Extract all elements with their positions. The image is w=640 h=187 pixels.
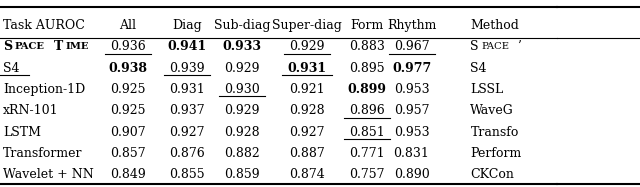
Text: Wavelet + NN: Wavelet + NN xyxy=(3,168,94,181)
Text: 0.928: 0.928 xyxy=(224,125,260,139)
Text: 0.921: 0.921 xyxy=(289,83,325,96)
Text: 0.939: 0.939 xyxy=(169,62,205,75)
Text: S4: S4 xyxy=(470,62,487,75)
Text: 0.890: 0.890 xyxy=(394,168,429,181)
Text: 0.757: 0.757 xyxy=(349,168,385,181)
Text: Transformer: Transformer xyxy=(3,147,83,160)
Text: IME: IME xyxy=(66,42,89,51)
Text: 0.967: 0.967 xyxy=(394,40,429,53)
Text: 0.929: 0.929 xyxy=(289,40,325,53)
Text: 0.876: 0.876 xyxy=(169,147,205,160)
Text: 0.927: 0.927 xyxy=(289,125,325,139)
Text: Perform: Perform xyxy=(470,147,522,160)
Text: Sub-diag: Sub-diag xyxy=(214,19,270,32)
Text: 0.931: 0.931 xyxy=(287,62,327,75)
Text: All: All xyxy=(120,19,136,32)
Text: 0.929: 0.929 xyxy=(224,104,260,117)
Text: LSTM: LSTM xyxy=(3,125,41,139)
Text: 0.977: 0.977 xyxy=(392,62,431,75)
Text: 0.925: 0.925 xyxy=(110,104,146,117)
Text: 0.831: 0.831 xyxy=(394,147,429,160)
Text: 0.937: 0.937 xyxy=(169,104,205,117)
Text: 0.887: 0.887 xyxy=(289,147,325,160)
Text: 0.771: 0.771 xyxy=(349,147,385,160)
Text: S4: S4 xyxy=(3,62,20,75)
Text: 0.929: 0.929 xyxy=(224,62,260,75)
Text: 0.859: 0.859 xyxy=(224,168,260,181)
Text: Inception-1D: Inception-1D xyxy=(3,83,86,96)
Text: 0.933: 0.933 xyxy=(223,40,261,53)
Text: 0.883: 0.883 xyxy=(349,40,385,53)
Text: Super-diag: Super-diag xyxy=(272,19,342,32)
Text: LSSL: LSSL xyxy=(470,83,504,96)
Text: PACE: PACE xyxy=(15,42,45,51)
Text: ’: ’ xyxy=(518,40,522,53)
Text: 0.851: 0.851 xyxy=(349,125,385,139)
Text: 0.938: 0.938 xyxy=(109,62,147,75)
Text: Task AUROC: Task AUROC xyxy=(3,19,85,32)
Text: 0.930: 0.930 xyxy=(224,83,260,96)
Text: 0.936: 0.936 xyxy=(110,40,146,53)
Text: 0.857: 0.857 xyxy=(110,147,146,160)
Text: xRN-101: xRN-101 xyxy=(3,104,59,117)
Text: 0.895: 0.895 xyxy=(349,62,385,75)
Text: 0.874: 0.874 xyxy=(289,168,325,181)
Text: 0.957: 0.957 xyxy=(394,104,429,117)
Text: S: S xyxy=(470,40,479,53)
Text: 0.927: 0.927 xyxy=(169,125,205,139)
Text: 0.855: 0.855 xyxy=(169,168,205,181)
Text: 0.882: 0.882 xyxy=(224,147,260,160)
Text: S: S xyxy=(3,40,12,53)
Text: 0.931: 0.931 xyxy=(169,83,205,96)
Text: PACE: PACE xyxy=(481,42,509,51)
Text: 0.941: 0.941 xyxy=(167,40,207,53)
Text: 0.896: 0.896 xyxy=(349,104,385,117)
Text: Rhythm: Rhythm xyxy=(387,19,436,32)
Text: Method: Method xyxy=(470,19,519,32)
Text: CKCon: CKCon xyxy=(470,168,515,181)
Text: 0.953: 0.953 xyxy=(394,83,429,96)
Text: 0.899: 0.899 xyxy=(348,83,387,96)
Text: 0.928: 0.928 xyxy=(289,104,325,117)
Text: 0.925: 0.925 xyxy=(110,83,146,96)
Text: WaveG: WaveG xyxy=(470,104,514,117)
Text: 0.849: 0.849 xyxy=(110,168,146,181)
Text: T: T xyxy=(54,40,63,53)
Text: Form: Form xyxy=(351,19,384,32)
Text: Transfo: Transfo xyxy=(470,125,519,139)
Text: Diag: Diag xyxy=(172,19,202,32)
Text: 0.907: 0.907 xyxy=(110,125,146,139)
Text: 0.953: 0.953 xyxy=(394,125,429,139)
